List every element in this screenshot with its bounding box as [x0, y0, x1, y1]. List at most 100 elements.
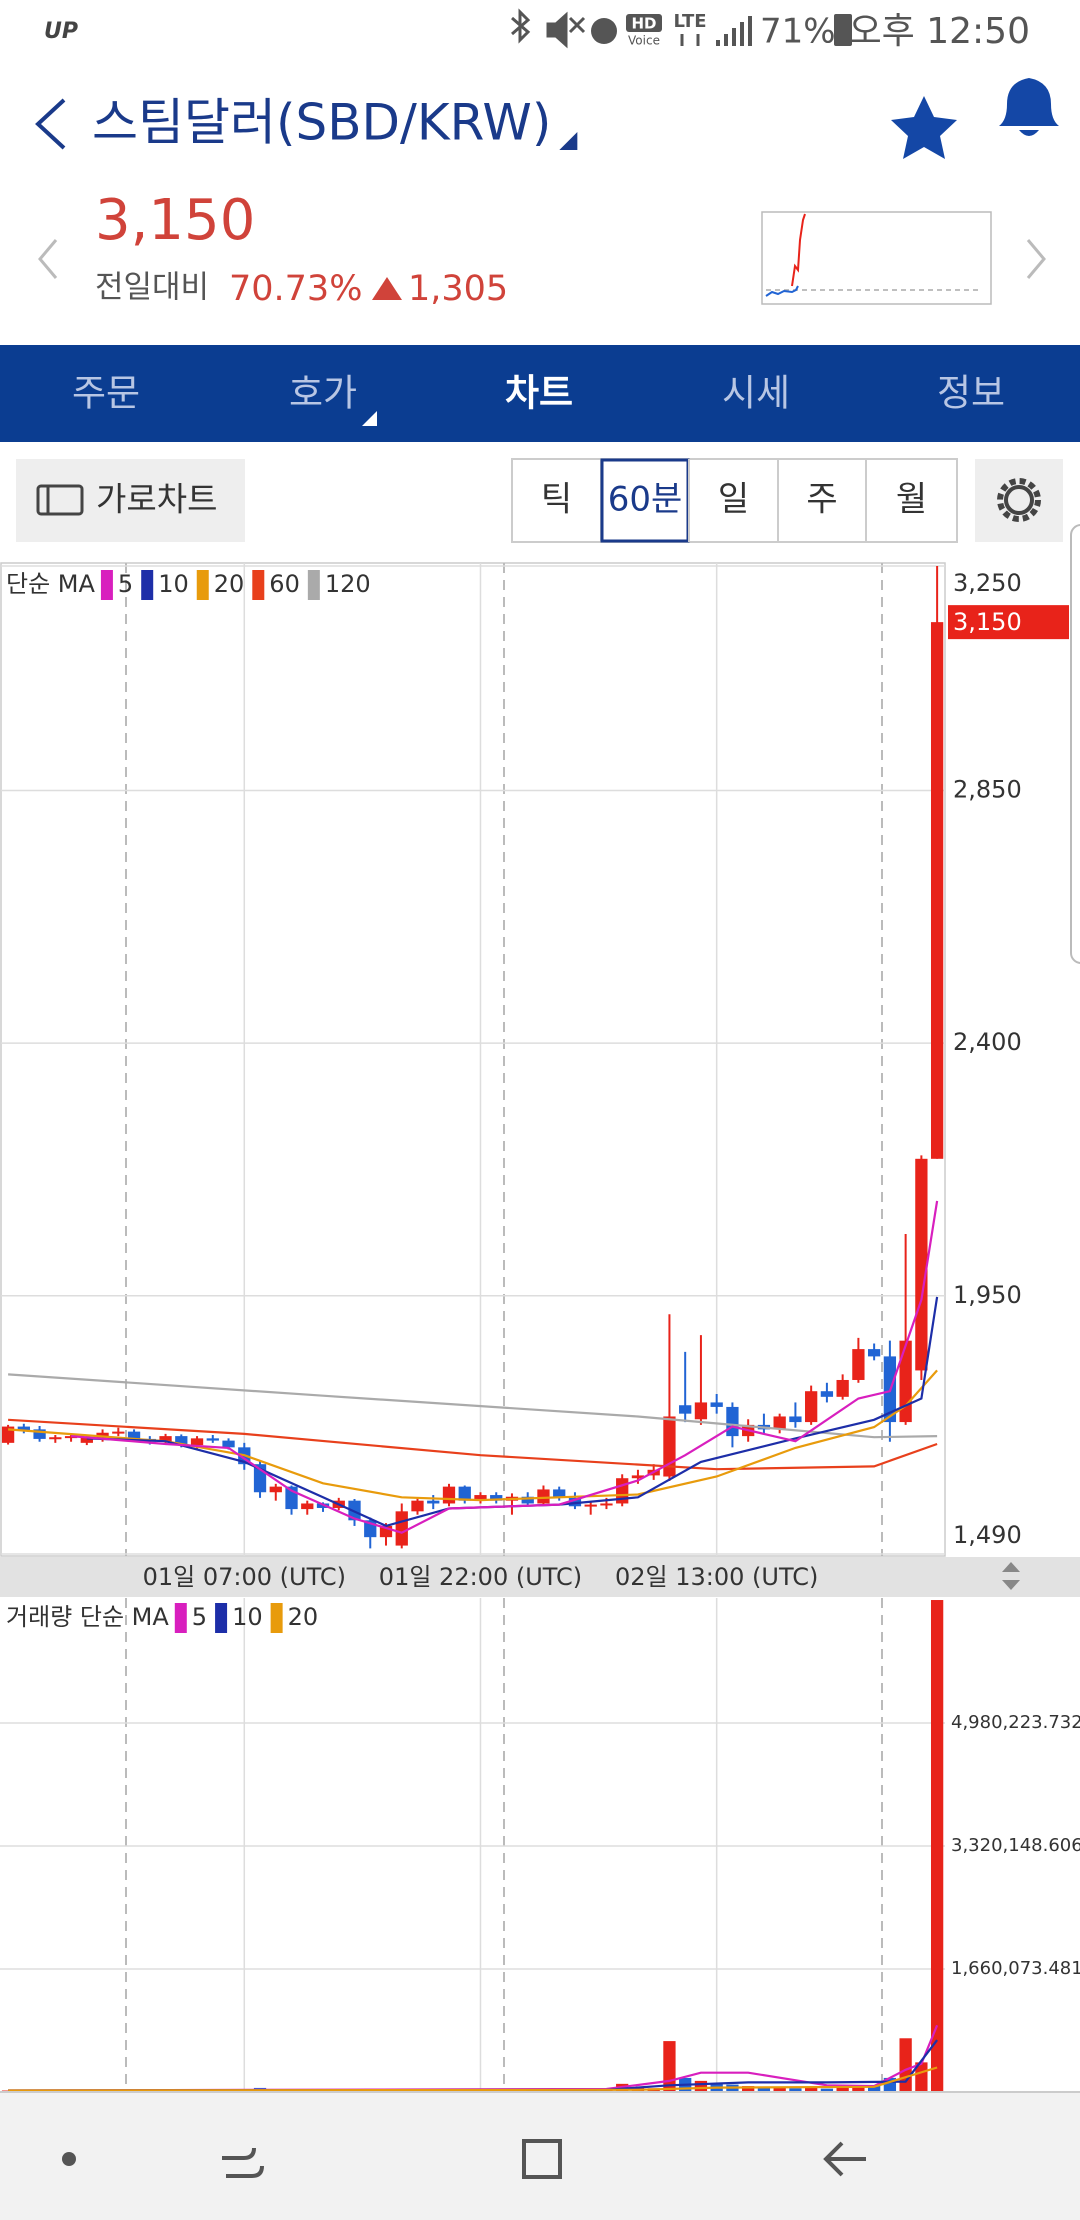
tab[interactable]: 호가 [289, 372, 357, 415]
candle-body [159, 1436, 172, 1442]
prev-button[interactable] [38, 239, 58, 279]
ma-line [8, 2039, 938, 2092]
signal-icon [716, 16, 752, 46]
candle-body [269, 1486, 282, 1493]
candle-body [395, 1511, 408, 1546]
candle-body [710, 1402, 723, 1407]
candle-body [521, 1496, 534, 1504]
legend-label: 20 [288, 1603, 319, 1631]
chart-layer: 1,490 1,950 2,400 2,850 3,250 01일 07:00 (UTC)… [0, 563, 1080, 2092]
last-price-tag [948, 605, 1069, 640]
landscape-button[interactable] [16, 459, 245, 542]
interval[interactable]: 월 [896, 480, 927, 520]
candle-body [600, 1503, 613, 1506]
resize-handle[interactable] [1002, 1562, 1020, 1590]
bluetooth-icon [511, 8, 531, 44]
interval[interactable]: 60분 [608, 480, 683, 520]
volume-bar [789, 2088, 802, 2092]
candle-body [206, 1438, 219, 1441]
interval[interactable]: 일 [718, 480, 749, 520]
title-dropdown[interactable] [559, 132, 578, 150]
candle-body [112, 1431, 125, 1434]
mini-chart-spike [791, 213, 806, 287]
next-button[interactable] [1026, 239, 1046, 279]
tab[interactable]: 차트 [505, 372, 573, 415]
nav-recents[interactable] [222, 2147, 264, 2178]
volume-grid: 1,660,073.481 3,320,148.606 4,980,223.732 [0, 1712, 1080, 1979]
interval[interactable]: 틱 [541, 480, 572, 520]
legend-title: 거래량 단순 MA [6, 1603, 169, 1631]
y-tick-label: 1,660,073.481 [951, 1958, 1080, 1979]
title[interactable]: 스팀달러(SBD/KRW) [92, 94, 551, 152]
candle-body [820, 1391, 834, 1397]
volume-bar [915, 2062, 928, 2092]
y-tick-label: 1,490 [953, 1521, 1022, 1549]
tab[interactable]: 주문 [72, 372, 140, 415]
volume-bar [820, 2088, 834, 2092]
volume-legend: 거래량 단순 MA 5 10 20 [6, 1603, 318, 1633]
legend-label: 5 [118, 570, 133, 598]
y-tick-label: 4,980,223.732 [951, 1712, 1080, 1733]
side-handle[interactable] [1070, 524, 1080, 964]
y-tick-label: 3,250 [953, 569, 1022, 597]
legend-label: 120 [325, 570, 371, 598]
candle-body [537, 1489, 550, 1504]
price: 3,150 [95, 188, 255, 253]
ma-line [8, 1418, 938, 1471]
tab-bar [0, 345, 1080, 442]
settings-button[interactable] [975, 459, 1063, 542]
clock: 오후 12:50 [849, 11, 1030, 52]
y-tick-label: 3,320,148.606 [951, 1835, 1080, 1856]
nav-home[interactable] [522, 2139, 562, 2179]
volume-bar [757, 2086, 771, 2092]
alert-bell[interactable] [999, 78, 1059, 136]
volume-bar [694, 2080, 708, 2092]
ma-lines [8, 1200, 939, 1534]
mini-chart[interactable] [761, 211, 992, 305]
legend-label: 10 [158, 570, 189, 598]
time-axis-band [0, 1557, 1080, 1597]
ma-line [8, 1373, 938, 1439]
y-tick-label: 2,850 [953, 776, 1022, 804]
volume-bar [867, 2085, 881, 2092]
volume-series [1, 1600, 944, 2092]
battery-label: 71% [760, 12, 836, 52]
ma-line [8, 2024, 939, 2092]
last-price-label: 3,150 [953, 608, 1022, 636]
landscape-label: 가로차트 [96, 480, 217, 519]
nav-back[interactable] [823, 2141, 866, 2177]
candle-body [836, 1379, 849, 1397]
volume-bar [852, 2086, 865, 2092]
ma-line [8, 2066, 938, 2092]
change-label: 전일대비 [95, 270, 209, 306]
price-legend: 단순 MA 5 10 20 60 120 [6, 570, 371, 600]
back-button[interactable] [35, 98, 66, 150]
y-tick-label: 2,400 [953, 1028, 1022, 1056]
day-separator [125, 563, 883, 2092]
ma-line [71, 1200, 939, 1534]
legend-swatch [307, 570, 320, 600]
candle-body [474, 1495, 487, 1501]
nav-dot[interactable] [62, 2152, 76, 2166]
x-tick-label: 01일 22:00 (UTC) [379, 1563, 582, 1591]
favorite-star[interactable] [891, 96, 957, 159]
candle-body [584, 1504, 597, 1507]
candle-body [694, 1402, 708, 1420]
candle-body [127, 1431, 141, 1439]
candle-body [726, 1406, 739, 1437]
candle-body [490, 1495, 503, 1501]
legend-swatch [270, 1603, 283, 1633]
mute-icon [546, 11, 586, 49]
tab[interactable]: 정보 [937, 372, 1005, 415]
tab[interactable]: 시세 [722, 372, 790, 415]
candle-body [411, 1500, 424, 1512]
change-percent: 70.73% [229, 269, 362, 309]
legend-label: 5 [192, 1603, 207, 1631]
interval[interactable]: 주 [806, 480, 837, 520]
legend-swatch [196, 570, 209, 600]
status-bar: UP HD Voice LTE 71% 오후 12:50 [44, 8, 1030, 52]
price-series [1, 566, 944, 1549]
candle-body [553, 1489, 566, 1498]
